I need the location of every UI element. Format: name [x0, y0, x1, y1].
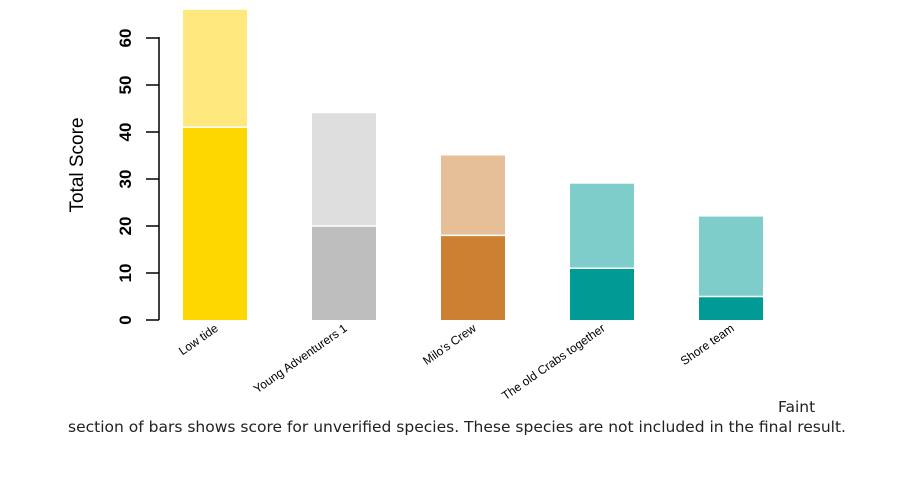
y-tick-label: 20 [116, 217, 135, 236]
bar-segment-verified [570, 268, 634, 320]
y-tick-label: 10 [116, 264, 135, 283]
stacked-bar-chart: 0 10 20 30 40 50 60 Low tide Young Adventurers … [67, 9, 763, 400]
bar-segment-unverified [312, 113, 376, 226]
y-tick-label: 30 [116, 170, 135, 189]
caption-text: Faint section of bars shows score for un… [68, 398, 846, 436]
bar-segment-verified [183, 127, 247, 320]
bar-segment-unverified [183, 9, 247, 128]
x-tick-label: Low tide [176, 321, 221, 358]
x-axis-labels: Low tide Young Adventurers 1 Milo's Crew Th… [176, 321, 737, 400]
y-tick-label: 60 [116, 29, 135, 48]
bars-group [183, 9, 763, 320]
y-axis-label: Total Score [67, 117, 88, 212]
y-tick-label: 40 [116, 123, 135, 142]
y-tick-label: 0 [116, 315, 135, 324]
figure-caption: Faint section of bars shows score for un… [68, 398, 871, 437]
bar-segment-verified [699, 296, 763, 320]
x-tick-label: Milo's Crew [420, 321, 479, 368]
y-tick-label: 50 [116, 76, 135, 95]
y-axis-ticks: 0 10 20 30 40 50 60 [116, 29, 159, 325]
x-tick-label: Young Adventurers 1 [251, 321, 350, 396]
x-tick-label: Shore team [678, 321, 737, 368]
bar-segment-unverified [441, 155, 505, 236]
bar-segment-verified [441, 235, 505, 320]
bar-segment-unverified [699, 216, 763, 297]
bar-segment-unverified [570, 183, 634, 269]
bar-segment-verified [312, 226, 376, 320]
x-tick-label: The old Crabs together [499, 321, 608, 400]
